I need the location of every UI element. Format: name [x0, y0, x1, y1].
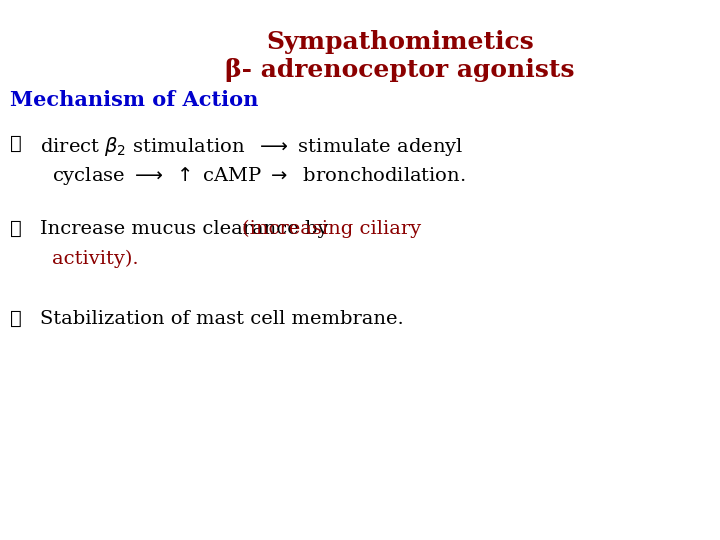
Text: cyclase $\longrightarrow$ $\uparrow$ cAMP $\rightarrow$  bronchodilation.: cyclase $\longrightarrow$ $\uparrow$ cAM…: [52, 165, 466, 187]
Text: activity).: activity).: [52, 250, 139, 268]
Text: ➢: ➢: [10, 220, 22, 238]
Text: direct $\beta_2$ stimulation  $\longrightarrow$ stimulate adenyl: direct $\beta_2$ stimulation $\longright…: [40, 135, 464, 158]
Text: Stabilization of mast cell membrane.: Stabilization of mast cell membrane.: [40, 310, 404, 328]
Text: β- adrenoceptor agonists: β- adrenoceptor agonists: [225, 58, 575, 82]
Text: (increasing ciliary: (increasing ciliary: [242, 220, 420, 238]
Text: ➢: ➢: [10, 310, 22, 328]
Text: Mechanism of Action: Mechanism of Action: [10, 90, 258, 110]
Text: Increase mucus clearance by: Increase mucus clearance by: [40, 220, 335, 238]
Text: ➢: ➢: [10, 135, 22, 153]
Text: Sympathomimetics: Sympathomimetics: [266, 30, 534, 54]
